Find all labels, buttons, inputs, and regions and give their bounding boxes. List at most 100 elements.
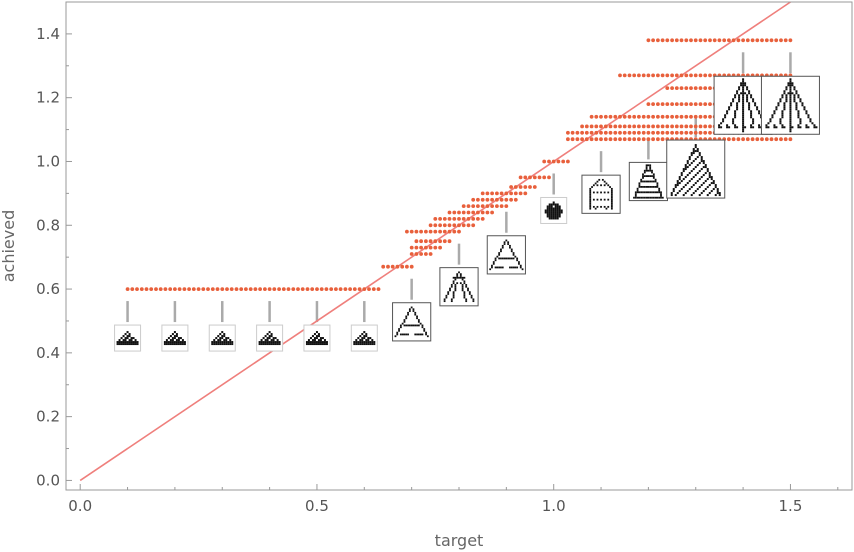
data-point	[665, 130, 670, 135]
data-point	[281, 287, 286, 291]
pattern-cell	[417, 324, 420, 327]
pattern-cell	[227, 337, 230, 340]
pattern-cell	[797, 94, 800, 97]
pattern-cell	[509, 257, 511, 260]
data-point	[660, 102, 665, 106]
pattern-cell	[128, 341, 131, 344]
data-point	[428, 223, 433, 228]
pattern-cell	[610, 202, 613, 205]
pattern-cell	[805, 110, 808, 113]
pattern-cell	[656, 196, 659, 199]
pattern-cell	[734, 112, 737, 115]
data-point	[362, 287, 367, 291]
data-point	[651, 114, 655, 119]
data-point	[476, 217, 480, 221]
pattern-cell	[181, 343, 184, 346]
data-point	[684, 130, 689, 135]
pattern-cell	[414, 311, 417, 314]
pattern-cell	[740, 92, 743, 95]
pattern-cell	[503, 243, 506, 245]
data-point	[689, 114, 693, 119]
pattern-cell	[660, 193, 662, 195]
pattern-cell	[658, 189, 661, 192]
pattern-cell	[126, 341, 129, 344]
data-point	[594, 137, 599, 142]
pattern-cell	[779, 98, 782, 101]
pattern-cell	[722, 118, 725, 121]
pattern-cell	[706, 168, 709, 171]
pattern-cell	[654, 191, 657, 194]
pattern-cell	[596, 180, 599, 183]
pattern-cell	[463, 296, 466, 299]
y-tick-label: 0.8	[36, 216, 60, 234]
data-point	[258, 287, 262, 291]
pattern-cell	[171, 339, 174, 342]
pattern-cell	[305, 341, 308, 344]
data-point	[641, 137, 646, 142]
pattern-cell	[647, 196, 650, 199]
pattern-cell	[607, 191, 610, 194]
pattern-cell	[313, 341, 316, 344]
pattern-cell	[519, 264, 522, 267]
pattern-cell	[461, 278, 464, 281]
data-point	[674, 73, 679, 78]
y-tick-label: 1.4	[36, 25, 60, 43]
pattern-cell	[676, 184, 679, 187]
pattern-cell	[223, 341, 226, 344]
pattern-cell	[365, 335, 368, 338]
pattern-cell	[645, 191, 648, 194]
pattern-cell	[463, 294, 466, 297]
pattern-cell	[552, 215, 555, 218]
pattern-cell	[799, 126, 802, 129]
pattern-cell	[789, 82, 792, 85]
pattern-cell	[682, 178, 685, 181]
data-point	[125, 287, 130, 291]
pattern-cell	[217, 339, 220, 342]
pattern-cell	[690, 170, 693, 173]
pattern-large-tree-thumbnail	[666, 139, 726, 199]
data-point	[490, 210, 494, 215]
pattern-cell	[647, 175, 650, 177]
pattern-cell	[672, 190, 675, 193]
pattern-cell	[468, 293, 471, 295]
pattern-cell	[494, 257, 497, 260]
pattern-cell	[309, 343, 312, 346]
data-point	[556, 159, 561, 164]
pattern-cell	[698, 152, 701, 155]
pattern-cell	[122, 341, 125, 344]
pattern-cell	[496, 266, 499, 269]
pattern-cell	[276, 339, 279, 342]
pattern-cell	[710, 178, 713, 181]
pattern-cell	[264, 339, 267, 342]
data-point	[646, 38, 651, 43]
pattern-cell	[183, 341, 186, 344]
pattern-cell	[734, 126, 737, 129]
pattern-cell	[419, 322, 422, 325]
pattern-cell	[805, 124, 808, 127]
data-point	[476, 204, 480, 209]
pattern-cell	[647, 180, 650, 183]
pattern-cell	[556, 207, 559, 210]
pattern-cell	[219, 337, 222, 340]
pattern-cell	[405, 333, 408, 336]
pattern-cell	[750, 124, 753, 127]
pattern-cell	[714, 184, 717, 187]
pattern-cell	[750, 116, 753, 119]
pattern-cell	[461, 284, 464, 286]
pattern-cell	[783, 102, 786, 105]
pattern-cell	[651, 196, 653, 199]
data-point	[234, 287, 239, 291]
pattern-cell	[510, 257, 513, 260]
data-point	[461, 223, 466, 228]
data-point	[300, 287, 305, 291]
pattern-cell	[489, 268, 492, 271]
data-point	[428, 229, 433, 234]
pattern-cell	[315, 343, 318, 346]
data-point	[689, 130, 693, 135]
data-point	[717, 38, 722, 43]
pattern-cell	[704, 164, 707, 167]
pattern-cell	[122, 339, 125, 342]
pattern-cell	[785, 86, 788, 89]
data-point	[736, 38, 741, 43]
data-point	[755, 38, 760, 43]
